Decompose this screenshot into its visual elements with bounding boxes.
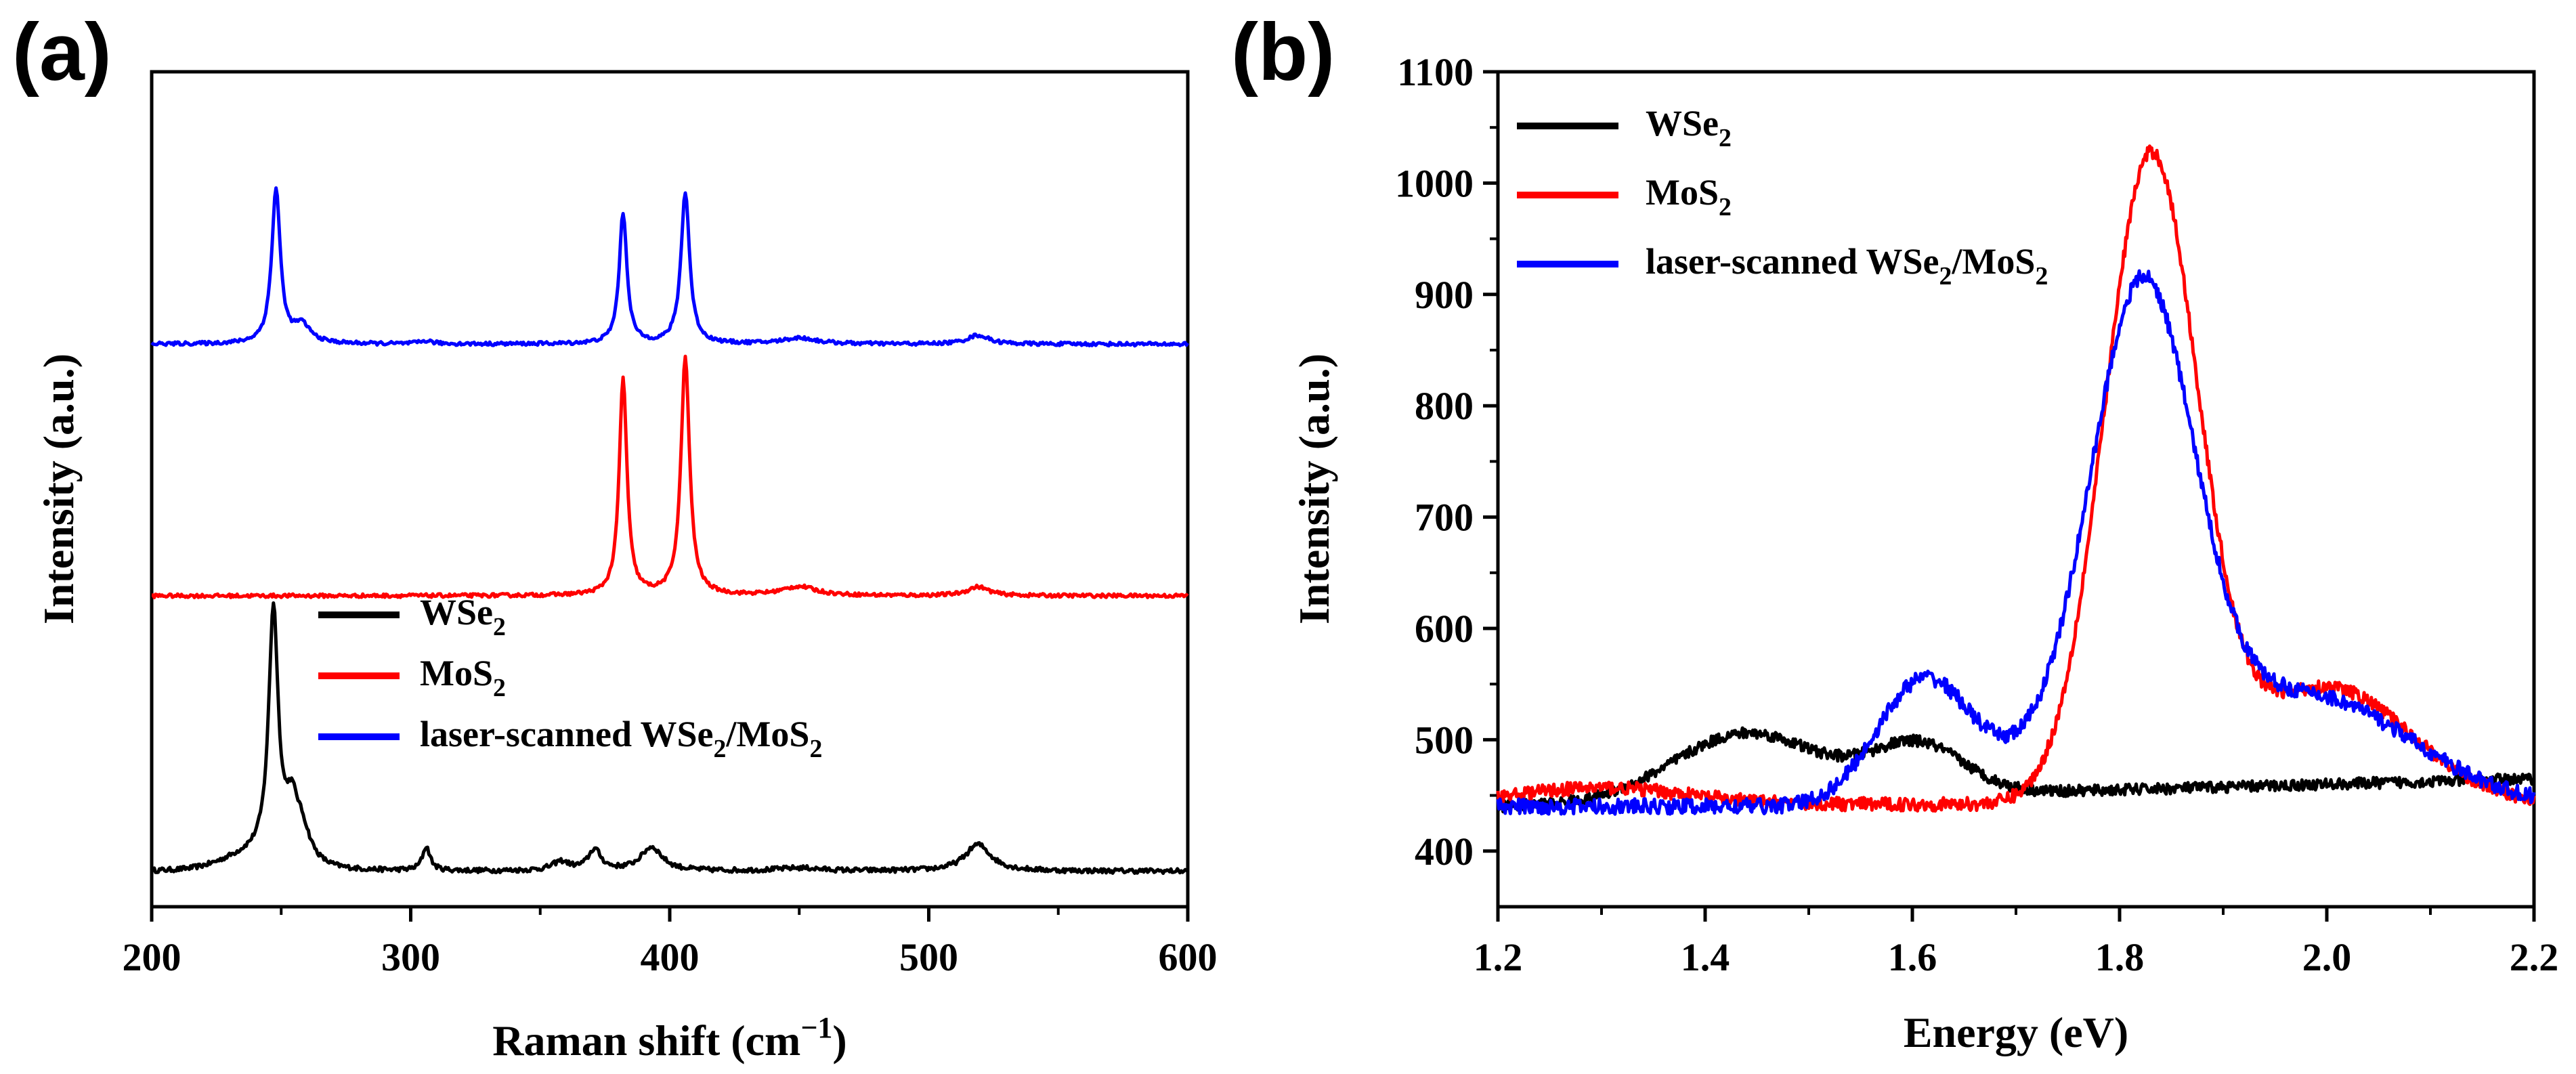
panel-b-y-tick-label-0: 400 <box>1415 830 1474 874</box>
panel-a-frame <box>150 70 1190 909</box>
panel-a-x-tick-label-1: 300 <box>381 935 440 979</box>
panel-b-x-tick-label-3: 1.8 <box>2095 935 2145 979</box>
panel-b-y-tick-label-5: 900 <box>1415 273 1474 317</box>
panel-b-x-tick-label-1: 1.4 <box>1681 935 1730 979</box>
panel-a-x-axis-title: Raman shift (cm−1) <box>492 1011 846 1065</box>
panel-a-y-axis-title: Intensity (a.u.) <box>35 353 83 624</box>
panel-a-series-line-1 <box>151 354 1189 599</box>
panel-a-x-tick-label-2: 400 <box>641 935 700 979</box>
panel-a-x-tick-label-4: 600 <box>1159 935 1218 979</box>
panel-b-y-axis: 400 500 600 700 800 900 1000 1100 <box>1395 50 1498 874</box>
panel-b-x-axis: 1.2 1.4 1.6 1.8 2.0 2.2 <box>1474 907 2559 979</box>
panel-b-x-tick-label-5: 2.2 <box>2510 935 2559 979</box>
panel-b-series-line-1 <box>1496 144 2536 813</box>
panel-b-legend-label-2: laser-scanned WSe2/MoS2 <box>1646 241 2048 291</box>
panel-b-x-tick-label-0: 1.2 <box>1474 935 1523 979</box>
panel-b-x-axis-title: Energy (eV) <box>1904 1008 2128 1056</box>
panel-a: (a) 200 300 400 500 600 Intensity (a.u.) Ram… <box>12 7 1218 1065</box>
panel-a-x-tick-label-3: 500 <box>899 935 958 979</box>
panel-b-y-tick-label-3: 700 <box>1415 496 1474 540</box>
panel-b-series-line-2 <box>1496 269 2536 816</box>
panel-b-x-tick-label-2: 1.6 <box>1888 935 1937 979</box>
panel-a-series-line-2 <box>150 186 1190 348</box>
panel-b-y-tick-label-2: 600 <box>1415 607 1474 651</box>
panel-a-legend-label-1: MoS2 <box>420 653 506 702</box>
panel-a-legend-label-2: laser-scanned WSe2/MoS2 <box>420 714 822 763</box>
panel-b-series-group <box>1496 144 2536 816</box>
panel-a-series-line-0 <box>150 601 1189 876</box>
panel-b-y-axis-title: Intensity (a.u.) <box>1290 353 1338 624</box>
panel-a-x-axis: 200 300 400 500 600 <box>123 907 1218 979</box>
panel-a-legend: WSe2 MoS2 laser-scanned WSe2/MoS2 <box>318 592 822 763</box>
panel-a-x-tick-label-0: 200 <box>123 935 181 979</box>
panel-a-legend-label-0: WSe2 <box>420 592 506 641</box>
panel-b-legend-label-0: WSe2 <box>1646 103 1732 152</box>
panel-b-x-tick-label-4: 2.0 <box>2302 935 2352 979</box>
panel-b-legend-label-1: MoS2 <box>1646 172 1732 221</box>
panel-b: (b) 1.2 1.4 1.6 1.8 2.0 2.2 400 500 600 700 800 90… <box>1231 7 2558 1056</box>
panel-b-y-tick-label-4: 800 <box>1415 384 1474 428</box>
panel-a-series-group <box>150 186 1190 876</box>
panel-b-label: (b) <box>1231 7 1335 98</box>
panel-b-legend: WSe2 MoS2 laser-scanned WSe2/MoS2 <box>1517 103 2048 291</box>
panel-b-y-tick-label-6: 1000 <box>1395 161 1474 205</box>
panel-a-label: (a) <box>12 7 112 98</box>
panel-b-y-tick-label-1: 500 <box>1415 718 1474 762</box>
panel-b-y-tick-label-7: 1100 <box>1397 50 1474 94</box>
